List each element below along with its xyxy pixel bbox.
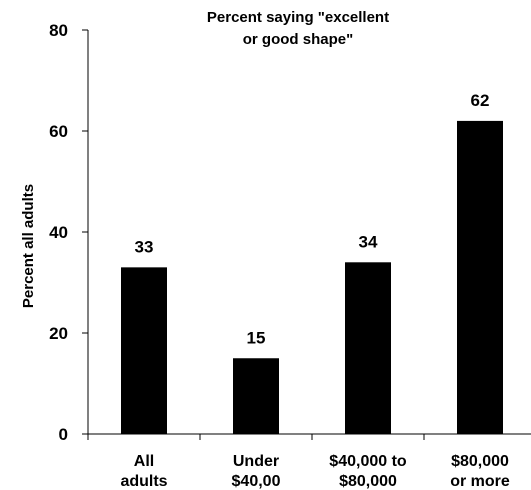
y-tick-label: 80 — [49, 21, 68, 40]
x-tick-label: $80,000 — [339, 473, 397, 490]
x-tick-label: or more — [450, 473, 510, 490]
y-tick-label: 40 — [49, 223, 68, 242]
data-label: 15 — [247, 328, 266, 347]
bar — [121, 267, 167, 434]
chart-title-line-2: or good shape" — [243, 31, 353, 48]
data-label: 62 — [471, 91, 490, 110]
bars — [121, 120, 503, 435]
y-axis-ticks: 0 20 40 60 80 — [49, 21, 88, 444]
y-tick-label: 20 — [49, 324, 68, 343]
chart-title: Percent saying "excellent or good shape" — [207, 9, 389, 48]
y-axis-label: Percent all adults — [20, 184, 37, 308]
bar — [345, 262, 391, 434]
x-axis-tick-labels: All adults Under $40,00 $40,000 to $80,000 $80… — [120, 453, 509, 490]
data-labels: 33 15 34 62 — [135, 91, 490, 347]
y-tick-label: 60 — [49, 122, 68, 141]
x-tick-label: $40,000 to — [329, 453, 407, 470]
x-tick-label: $40,00 — [232, 473, 281, 490]
x-tick-label: adults — [120, 473, 167, 490]
x-tick-label: Under — [233, 453, 279, 470]
bar — [457, 120, 503, 435]
chart-title-line-1: Percent saying "excellent — [207, 9, 389, 26]
bar — [233, 358, 279, 434]
x-tick-label: $80,000 — [451, 453, 509, 470]
y-tick-label: 0 — [59, 425, 68, 444]
data-label: 33 — [135, 237, 154, 256]
x-tick-label: All — [134, 453, 154, 470]
data-label: 34 — [359, 232, 378, 251]
